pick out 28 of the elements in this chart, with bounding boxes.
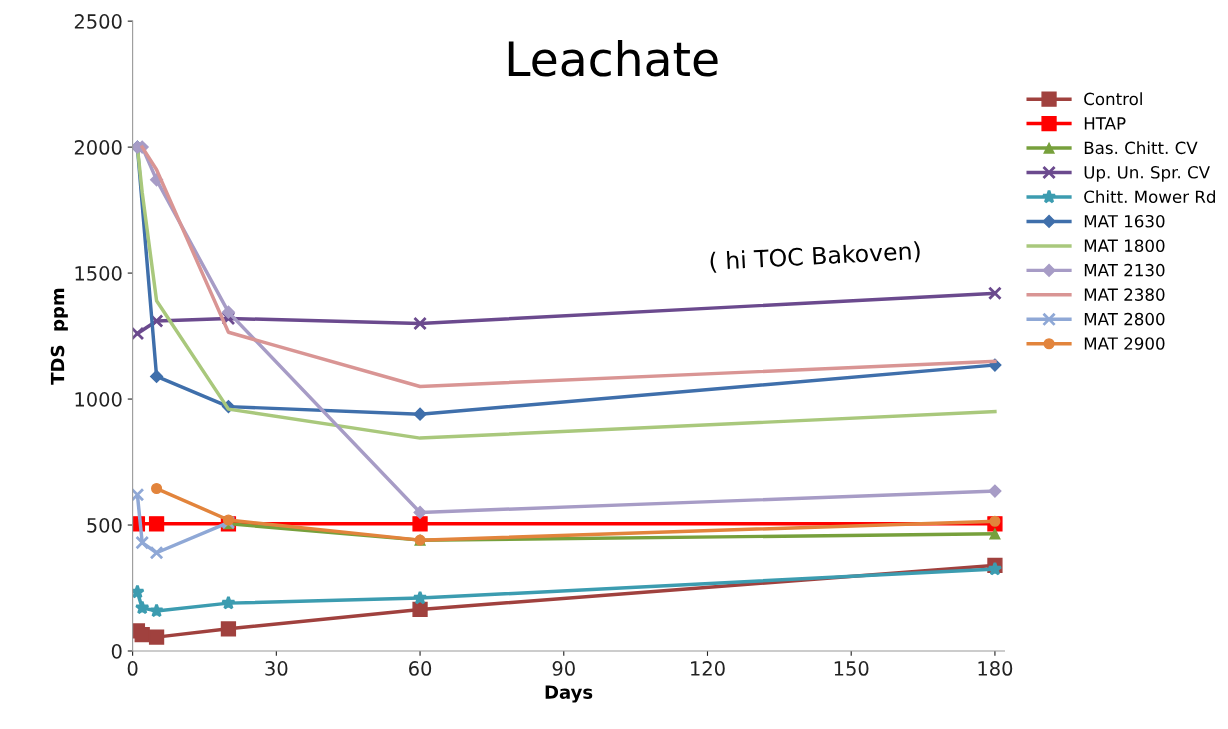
- y-axis-title: TDS ppm: [50, 288, 68, 385]
- y-tick-label: 2500: [74, 14, 122, 29]
- legend-label: Control: [1084, 92, 1142, 106]
- x-axis-title: Days: [545, 685, 593, 703]
- legend-label: MAT 1630: [1084, 214, 1165, 228]
- y-tick-label: 1500: [75, 266, 122, 281]
- x-tick-label: 30: [265, 661, 288, 676]
- y-tick-label: 1000: [75, 392, 122, 407]
- legend-label: Bas. Chitt. CV: [1084, 141, 1198, 155]
- legend-label: MAT 2800: [1084, 312, 1165, 326]
- legend-label: MAT 2130: [1084, 263, 1165, 277]
- x-tick-label: 180: [978, 661, 1013, 676]
- legend-label: MAT 1800: [1084, 239, 1165, 252]
- legend-label: MAT 2900: [1084, 337, 1165, 350]
- chart-title: Leachate: [508, 40, 718, 77]
- annotation: ( hi TOC Bakoven): [710, 240, 921, 273]
- x-tick-label: 0: [127, 661, 138, 676]
- y-tick-label: 2000: [74, 140, 122, 155]
- legend-label: Chitt. Mower Rd: [1084, 190, 1215, 204]
- y-tick-label: 500: [87, 517, 122, 533]
- legend-label: HTAP: [1084, 117, 1126, 130]
- x-tick-label: 60: [409, 661, 432, 676]
- y-tick-label: 0: [111, 643, 122, 659]
- legend-label: Up. Un. Spr. CV: [1084, 166, 1210, 182]
- x-tick-label: 150: [834, 661, 869, 676]
- x-tick-label: 120: [691, 661, 725, 676]
- x-tick-label: 90: [552, 661, 575, 676]
- legend-label: MAT 2380: [1084, 288, 1165, 301]
